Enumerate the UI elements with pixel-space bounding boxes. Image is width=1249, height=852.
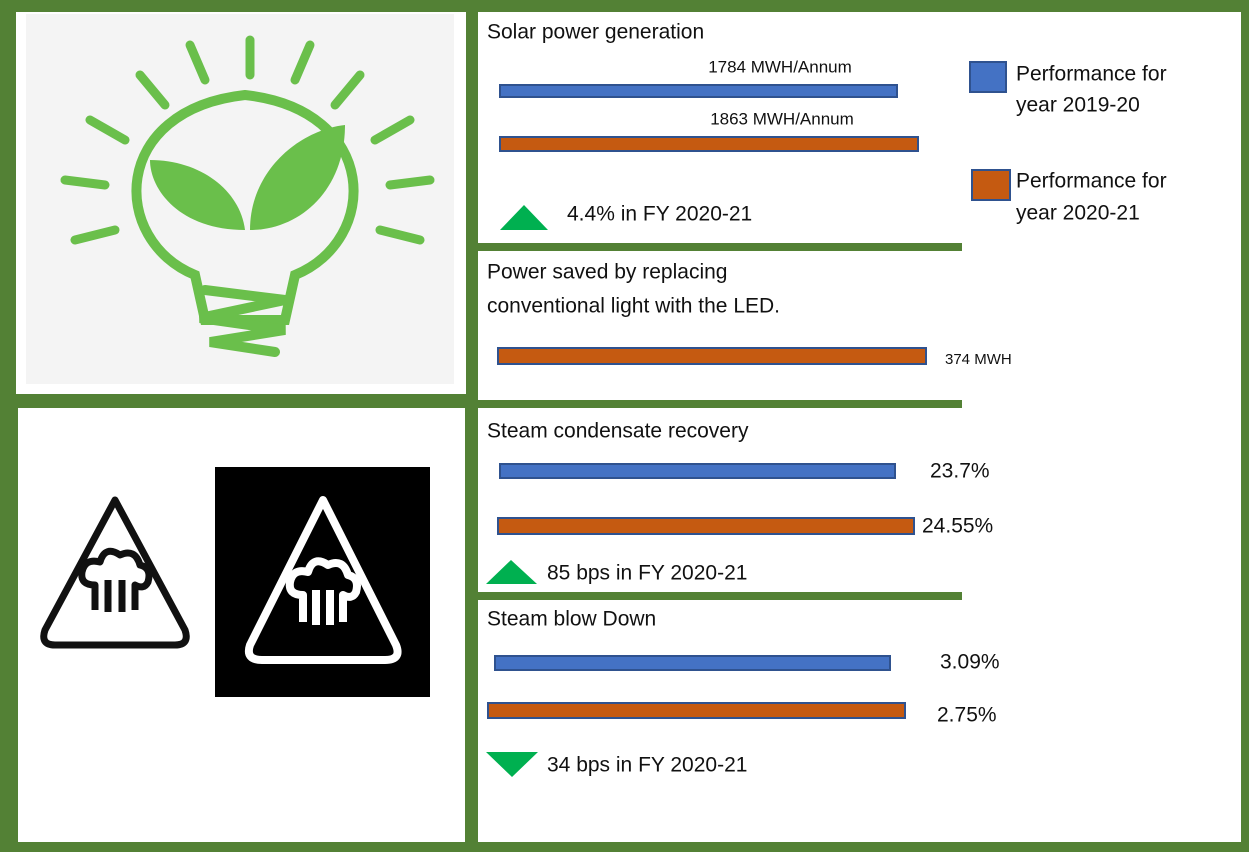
bar xyxy=(495,656,890,670)
bar xyxy=(488,703,905,718)
value-label: 1863 MWH/Annum xyxy=(710,109,854,128)
value-label: 2.75% xyxy=(937,704,997,727)
divider xyxy=(470,400,962,408)
value-label: 1784 MWH/Annum xyxy=(708,57,852,76)
value-label: 23.7% xyxy=(930,460,990,483)
value-label: 24.55% xyxy=(922,515,993,538)
legend-label: Performance for xyxy=(1016,170,1167,193)
section-title: Steam blow Down xyxy=(487,608,656,631)
section-title: Solar power generation xyxy=(487,21,704,44)
change-label: 85 bps in FY 2020-21 xyxy=(547,562,747,585)
legend-label: Performance for xyxy=(1016,63,1167,86)
change-label: 4.4% in FY 2020-21 xyxy=(567,203,752,226)
bar xyxy=(500,85,897,97)
value-label: 374 MWH xyxy=(945,351,1012,368)
legend-label: year 2020-21 xyxy=(1016,202,1140,225)
bulb-icon xyxy=(26,14,454,384)
bar xyxy=(498,518,914,534)
bar xyxy=(500,464,895,478)
legend-label: year 2019-20 xyxy=(1016,94,1140,117)
value-label: 3.09% xyxy=(940,651,1000,674)
divider xyxy=(470,592,962,600)
section-title: conventional light with the LED. xyxy=(487,295,780,318)
bar xyxy=(498,348,926,364)
change-label: 34 bps in FY 2020-21 xyxy=(547,754,747,777)
legend-swatch xyxy=(970,62,1006,92)
section-title: Power saved by replacing xyxy=(487,261,727,284)
infographic: Solar power generation 1784 MWH/Annum 18… xyxy=(0,0,1249,852)
legend-swatch xyxy=(972,170,1010,200)
section-title: Steam condensate recovery xyxy=(487,420,749,443)
divider xyxy=(470,243,962,251)
bar xyxy=(500,137,918,151)
